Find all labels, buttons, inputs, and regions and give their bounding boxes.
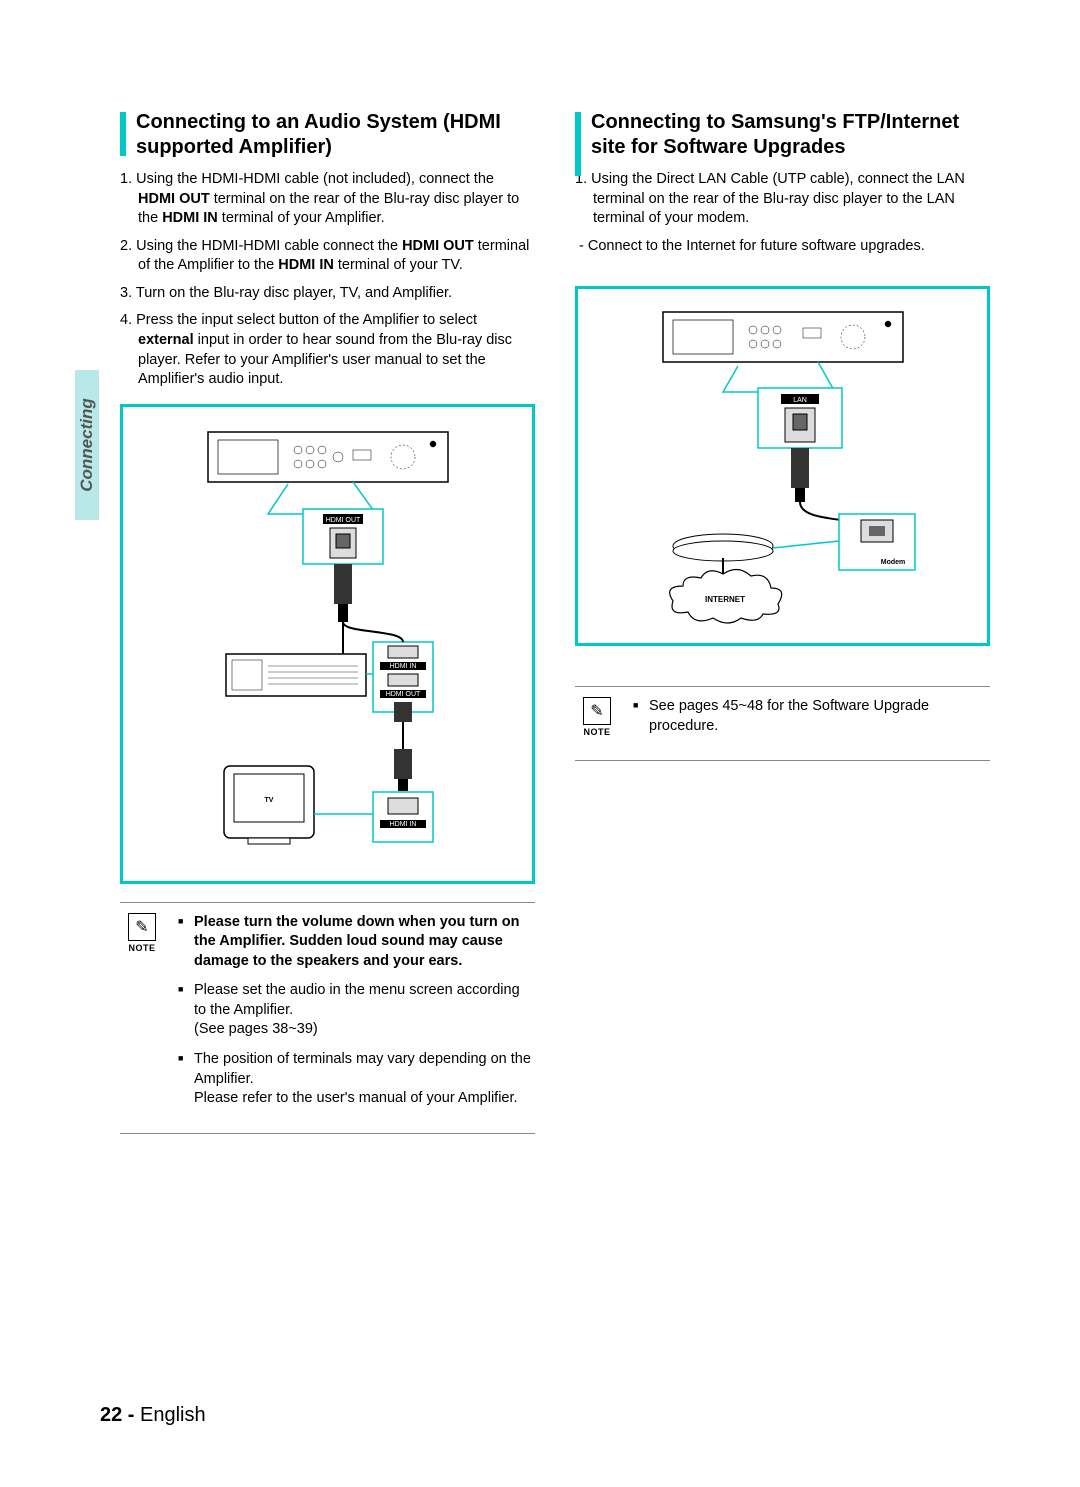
page-language: English xyxy=(140,1404,206,1426)
page-number: 22 - xyxy=(100,1404,134,1426)
note-label: NOTE xyxy=(575,727,619,737)
step-text: Using the HDMI-HDMI cable connect the HD… xyxy=(136,238,529,274)
note-icon-wrap: ✎ NOTE xyxy=(575,697,619,746)
section-title-right: Connecting to Samsung's FTP/Internet sit… xyxy=(575,110,990,160)
side-tab-label: Connecting xyxy=(77,398,97,492)
diagram-lan-svg: LAN Modem xyxy=(603,296,963,636)
diagram-lan: LAN Modem xyxy=(575,286,990,646)
label-internet: INTERNET xyxy=(705,595,745,604)
columns: Connecting to an Audio System (HDMI supp… xyxy=(120,110,990,1134)
note-items-right: See pages 45~48 for the Software Upgrade… xyxy=(633,697,990,746)
diagram-hdmi-svg: HDMI OUT xyxy=(148,414,508,874)
steps-left: 1. Using the HDMI-HDMI cable (not includ… xyxy=(120,170,535,390)
side-tab: Connecting xyxy=(75,370,99,520)
left-column: Connecting to an Audio System (HDMI supp… xyxy=(120,110,535,1134)
step-item: 2. Using the HDMI-HDMI cable connect the… xyxy=(138,237,535,276)
step-text: Using the Direct LAN Cable (UTP cable), … xyxy=(591,171,965,226)
note-item: The position of terminals may vary depen… xyxy=(178,1050,535,1109)
note-item: Please set the audio in the menu screen … xyxy=(178,981,535,1040)
note-item: Please turn the volume down when you tur… xyxy=(178,913,535,972)
page-footer: 22 - English xyxy=(100,1404,206,1427)
note-icon: ✎ xyxy=(583,697,611,725)
label-hdmi-in-tv: HDMI IN xyxy=(389,821,416,828)
note-item: See pages 45~48 for the Software Upgrade… xyxy=(633,697,990,736)
note-label: NOTE xyxy=(120,943,164,953)
diagram-hdmi: HDMI OUT xyxy=(120,404,535,884)
step-text: Press the input select button of the Amp… xyxy=(136,312,512,387)
step-item: 4. Press the input select button of the … xyxy=(138,311,535,389)
label-modem: Modem xyxy=(880,559,905,566)
note-items-left: Please turn the volume down when you tur… xyxy=(178,913,535,1119)
step-item: 1. Using the Direct LAN Cable (UTP cable… xyxy=(593,170,990,229)
section-title-left: Connecting to an Audio System (HDMI supp… xyxy=(120,110,535,160)
note-icon: ✎ xyxy=(128,913,156,941)
note-block-left: ✎ NOTE Please turn the volume down when … xyxy=(120,902,535,1134)
step-text: Using the HDMI-HDMI cable (not included)… xyxy=(136,171,519,226)
label-lan: LAN xyxy=(793,397,807,404)
note-icon-wrap: ✎ NOTE xyxy=(120,913,164,1119)
label-hdmi-out-top: HDMI OUT xyxy=(325,517,360,524)
label-hdmi-in-amp: HDMI IN xyxy=(389,663,416,670)
step-text: Turn on the Blu-ray disc player, TV, and… xyxy=(136,285,452,301)
substep: - Connect to the Internet for future sof… xyxy=(575,237,990,257)
step-item: 1. Using the HDMI-HDMI cable (not includ… xyxy=(138,170,535,229)
right-column: Connecting to Samsung's FTP/Internet sit… xyxy=(575,110,990,1134)
page: Connecting Connecting to an Audio System… xyxy=(0,0,1080,1487)
step-item: 3. Turn on the Blu-ray disc player, TV, … xyxy=(138,284,535,304)
label-tv: TV xyxy=(264,797,273,804)
label-hdmi-out-amp: HDMI OUT xyxy=(385,691,420,698)
steps-right: 1. Using the Direct LAN Cable (UTP cable… xyxy=(575,170,990,229)
note-block-right: ✎ NOTE See pages 45~48 for the Software … xyxy=(575,686,990,761)
